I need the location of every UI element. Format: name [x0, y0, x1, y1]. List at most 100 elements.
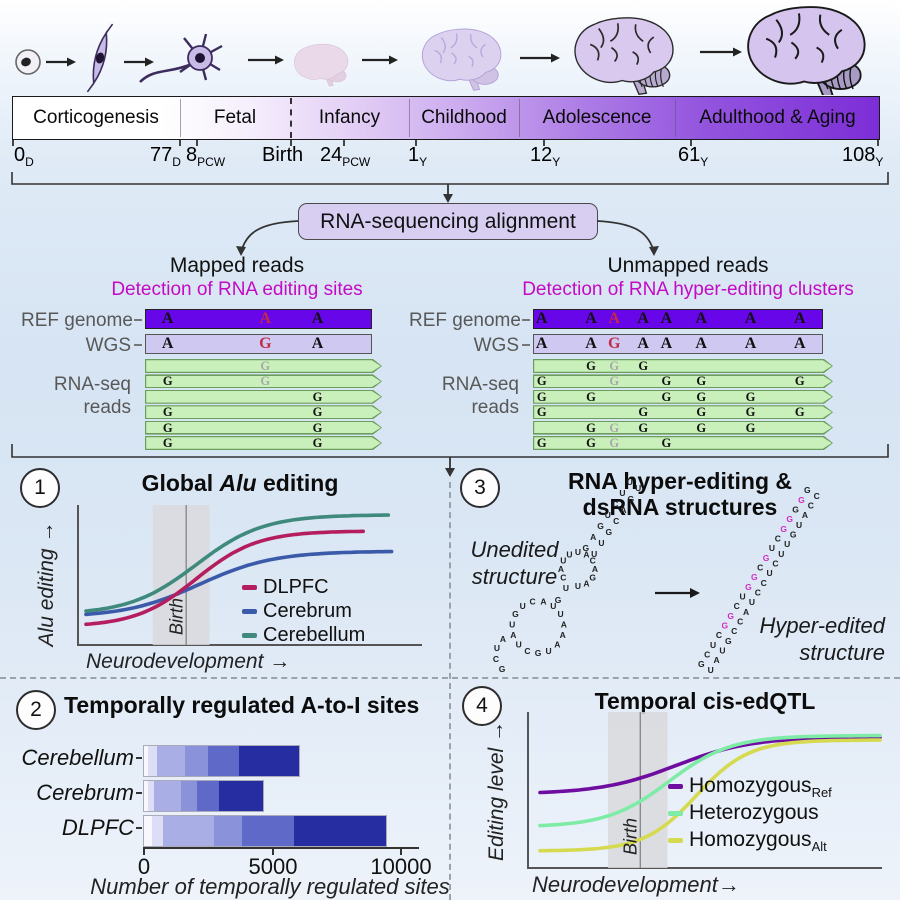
svg-text:G: G — [804, 485, 811, 495]
hyper-edited-structure-label: Hyper-edited structure — [759, 613, 885, 665]
x-axis-line — [143, 847, 419, 849]
rna-seq-read — [145, 405, 382, 419]
bar-segment — [163, 816, 214, 846]
tick-mark — [877, 140, 879, 146]
svg-text:G: G — [763, 553, 770, 563]
base-letter: G — [696, 374, 707, 389]
svg-text:U: U — [546, 646, 552, 656]
base-letter: G — [745, 420, 756, 435]
base-letter: G — [586, 420, 596, 435]
base-letter: A — [695, 310, 707, 327]
svg-text:U: U — [605, 510, 611, 520]
x-axis-tick — [400, 847, 402, 855]
label-tick — [522, 344, 530, 346]
wgs-label-right: WGS — [473, 335, 519, 356]
base-letter: A — [311, 335, 324, 352]
rna-seq-read — [145, 390, 382, 404]
legend-swatch — [242, 609, 257, 615]
base-letter: G — [259, 335, 272, 352]
bar-segment — [213, 816, 243, 846]
svg-text:G: G — [751, 572, 758, 582]
svg-text:U: U — [520, 601, 526, 611]
svg-text:G: G — [512, 609, 519, 619]
base-letter: G — [696, 389, 707, 404]
svg-text:C: C — [731, 626, 737, 636]
tick-mark — [543, 140, 545, 146]
mapped-reads-title: Mapped reads — [169, 254, 305, 277]
svg-text:A: A — [558, 564, 564, 574]
base-letter: G — [638, 405, 649, 420]
svg-text:A: A — [802, 510, 808, 520]
base-letter: G — [586, 389, 596, 404]
svg-text:G: G — [727, 611, 734, 621]
base-letter: G — [312, 420, 323, 435]
svg-text:C: C — [755, 588, 761, 598]
svg-text:U: U — [778, 549, 784, 559]
panel-4-birth-label: Birth — [620, 818, 641, 856]
tick-24pcw: 24PCW — [320, 144, 371, 169]
panel-2-number: 2 — [16, 690, 56, 730]
fetal-brain-icon — [294, 43, 349, 87]
base-letter: G — [536, 405, 547, 420]
base-letter: G — [661, 436, 672, 450]
analysis-bracket — [11, 444, 889, 477]
svg-text:G: G — [698, 659, 705, 669]
svg-text:C: C — [761, 578, 767, 588]
bar-segment — [196, 781, 219, 811]
x-tick-0: 0 — [137, 854, 151, 879]
tick-mark — [196, 140, 198, 146]
base-letter: A — [660, 310, 673, 327]
panel-4-number: 4 — [462, 686, 502, 726]
development-sequence-illustration — [15, 6, 866, 95]
svg-text:U: U — [767, 568, 773, 578]
neuron-icon — [139, 33, 223, 83]
base-letter: G — [745, 405, 756, 420]
svg-text:U: U — [550, 601, 556, 611]
ref-genome-bar — [145, 309, 372, 329]
svg-text:A: A — [583, 549, 589, 559]
svg-text:G: G — [745, 582, 752, 592]
bar-segment — [156, 746, 186, 776]
base-letter: G — [586, 436, 596, 450]
tick-77d: 77D — [150, 144, 181, 169]
base-letter: G — [260, 374, 271, 389]
svg-text:G: G — [798, 495, 805, 505]
legend-swatch — [668, 783, 683, 789]
bar-Cerebellum — [143, 745, 300, 777]
svg-text:U: U — [516, 639, 522, 649]
svg-text:A: A — [560, 630, 566, 640]
base-letter: G — [312, 389, 323, 404]
base-letter: A — [695, 335, 707, 352]
rna-seq-read — [145, 359, 382, 373]
base-letter: G — [609, 359, 620, 373]
svg-text:U: U — [739, 591, 745, 601]
svg-text:C: C — [530, 597, 536, 607]
wgs-bar — [533, 334, 823, 354]
x-tick-10000: 10000 — [370, 854, 432, 879]
detection-editing-sites-label: Detection of RNA editing sites — [111, 279, 363, 300]
horizontal-divider — [0, 677, 900, 679]
base-letter: G — [162, 436, 173, 450]
base-letter: G — [260, 359, 271, 373]
rna-seq-read — [533, 359, 833, 373]
stage-separator — [180, 99, 181, 137]
panel-1-title: Global Alu editing — [141, 470, 339, 496]
svg-text:G: G — [597, 521, 604, 531]
rna-seq-read — [145, 436, 382, 450]
neural-progenitor-icon — [86, 23, 114, 93]
svg-text:A: A — [554, 639, 560, 649]
panel-1-legend: DLPFC Cerebrum Cerebellum — [242, 575, 365, 647]
base-letter: A — [311, 310, 324, 327]
svg-text:G: G — [792, 504, 799, 514]
tick-12y: 12Y — [530, 144, 561, 169]
base-letter: A — [794, 310, 806, 327]
stage-fetal: Fetal — [213, 107, 257, 128]
base-letter: G — [794, 374, 805, 389]
svg-text:G: G — [555, 595, 562, 605]
label-tick — [134, 344, 142, 346]
bar-segment — [242, 816, 294, 846]
legend-swatch — [242, 633, 257, 639]
detection-hyper-editing-label: Detection of RNA hyper-editing clusters — [522, 279, 854, 300]
rna-seq-reads-label-left2: reads — [83, 397, 131, 418]
base-letter: A — [585, 335, 597, 352]
